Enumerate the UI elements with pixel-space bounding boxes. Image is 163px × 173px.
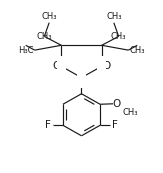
Text: F: F — [45, 120, 51, 130]
Text: CH₃: CH₃ — [41, 12, 57, 21]
Text: F: F — [112, 120, 118, 130]
Text: O: O — [52, 61, 61, 71]
Text: CH₃: CH₃ — [37, 32, 52, 41]
Text: O: O — [102, 61, 111, 71]
Text: O: O — [112, 99, 120, 109]
Text: H₃C: H₃C — [18, 46, 33, 55]
Text: CH₃: CH₃ — [122, 108, 138, 117]
Text: CH₃: CH₃ — [130, 46, 145, 55]
Text: CH₃: CH₃ — [111, 32, 126, 41]
Text: CH₃: CH₃ — [106, 12, 122, 21]
Text: B: B — [78, 73, 85, 83]
